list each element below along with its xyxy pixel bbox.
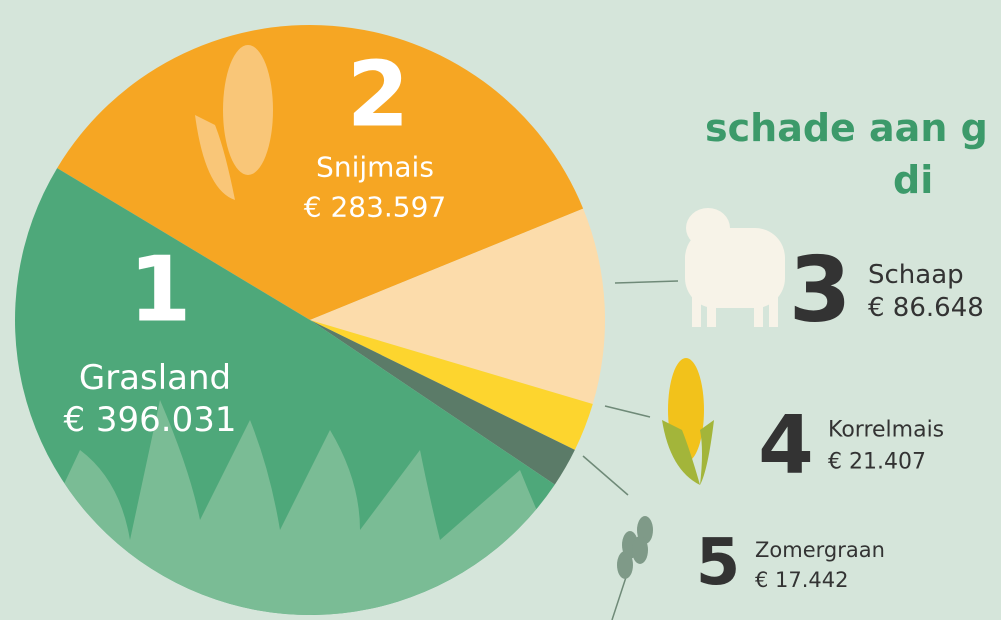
pie-slice [310,208,605,405]
leader-line [604,405,651,418]
pie-slice [310,320,593,450]
title-line: di [893,158,933,202]
corn-icon [662,358,714,485]
value-label: € 21.407 [828,450,926,475]
pie-slice [57,25,584,320]
value-label: € 86.648 [868,293,984,323]
value-label: € 283.597 [304,191,447,224]
rank-label: 4 [758,399,814,492]
category-label: Snijmais [316,151,434,184]
category-label: Zomergraan [755,538,885,562]
category-label: Korrelmais [828,418,944,443]
category-label: Grasland [79,358,231,398]
category-label: Schaap [868,260,964,290]
rank-label: 5 [696,526,741,600]
corn-decoration [195,45,273,200]
value-label: € 396.031 [63,400,236,440]
wheat-icon [617,516,653,579]
leader-line [614,280,679,284]
pie-slice [310,320,575,485]
rank-label: 3 [789,238,852,343]
value-label: € 17.442 [755,568,849,592]
rank-label: 2 [347,43,410,148]
rank-label: 1 [129,238,192,343]
leader-line [582,455,629,496]
sheep-icon [685,208,785,327]
title-line: schade aan g [705,106,988,150]
